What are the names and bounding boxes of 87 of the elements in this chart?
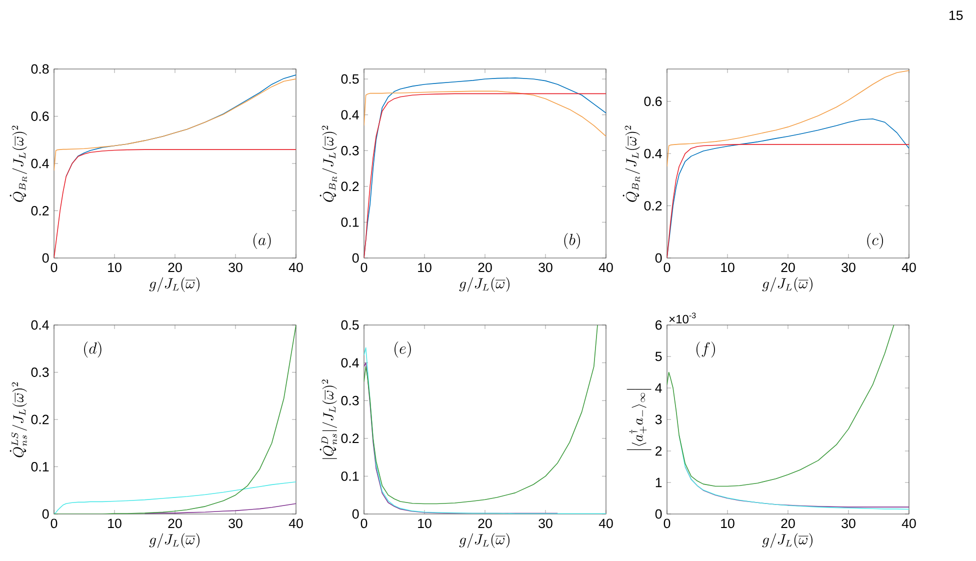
x-tick-label: 30 [228,262,242,272]
y-tick-label: 0.4 [341,358,359,368]
x-axis-title: $g/J_L(\overline{\omega})$ [149,277,200,292]
x-tick-label: 10 [721,262,734,272]
y-axis-title: $\left|\langle a_+^\dagger a_-\rangle_\infty\right|$ [626,389,652,450]
y-axis-title: $\dot{Q}_{B_R}/J_L(\overline{\omega})^2$ [10,126,27,202]
y-tick-label: 3 [655,414,662,424]
y-tick-label: 0 [42,253,49,263]
x-tick-label: 40 [902,262,916,272]
x-tick-label: 40 [902,518,916,528]
x-tick-label: 0 [50,262,58,272]
line-series [364,324,598,504]
y-tick-label: 0.1 [341,217,359,227]
x-tick-label: 40 [598,262,613,272]
x-tick-label: 30 [228,518,242,528]
y-tick-label: 0 [655,253,662,263]
x-tick-label: 20 [168,518,182,528]
x-tick-label: 40 [598,518,613,528]
x-tick-label: 30 [842,262,856,272]
y-tick-label: 0.6 [31,112,49,121]
y-tick-label: 0 [352,253,359,263]
y-tick-label: 0.2 [341,434,359,444]
x-axis-title: $g/J_L(\overline{\omega})$ [459,277,510,292]
y-tick-label: 0.2 [31,414,49,424]
y-tick-label: 0.8 [31,64,49,74]
y-tick-label: 0.2 [31,206,49,216]
x-tick-label: 0 [664,262,670,272]
line-series [667,325,894,487]
x-tick-label: 0 [50,518,58,528]
annotation: $(e)$ [394,342,411,358]
annotation: $(f)$ [696,342,715,358]
x-tick-label: 0 [664,518,670,528]
x-tick-label: 20 [781,262,795,272]
y-tick-label: 0.4 [644,148,662,158]
y-tick-label: 0.1 [341,471,359,481]
y-axis-title: $\dot{Q}_{B_R}/J_L(\overline{\omega})^2$ [320,126,337,202]
x-tick-label: 20 [478,518,492,528]
y-tick-label: 2 [656,446,662,456]
y-tick-label: 0.3 [31,368,49,377]
x-tick-label: 10 [108,518,122,528]
x-axis-title: $g/J_L(\overline{\omega})$ [459,533,510,548]
x-tick-label: 30 [842,518,856,528]
y-tick-label: 6 [656,320,662,330]
line-series [144,503,296,514]
y-tick-label: 4 [655,383,662,393]
x-tick-label: 30 [538,518,552,528]
annotation: $(d)$ [84,342,102,358]
y-tick-label: 0 [42,509,49,519]
x-axis-title: $g/J_L(\overline{\omega})$ [762,533,812,548]
y-tick-label: 5 [655,352,662,362]
annotation: $(b)$ [564,232,580,249]
text: ×10$^{-3}$ [669,312,696,324]
y-axis-title: $\dot{Q}_{ns}^{LS}/J_L(\overline{\omega})^2$ [10,382,27,458]
y-tick-label: 0.3 [341,396,359,406]
y-tick-label: 0.3 [341,146,359,156]
y-tick-label: 0.4 [341,110,359,120]
y-tick-label: 0.5 [341,74,359,84]
x-tick-label: 20 [478,262,492,272]
annotation: $(a)$ [253,232,271,249]
x-tick-label: 10 [721,518,734,528]
x-axis-title: $g/J_L(\overline{\omega})$ [762,277,812,292]
x-tick-label: 20 [781,518,795,528]
x-tick-label: 10 [108,262,122,272]
x-tick-label: 10 [418,262,432,272]
y-tick-label: 0.4 [31,158,49,168]
text: 15 [949,10,963,20]
x-tick-label: 0 [360,262,368,272]
x-tick-label: 30 [538,262,552,272]
x-tick-label: 20 [168,262,182,272]
y-tick-label: 0 [352,509,359,519]
y-tick-label: 0.2 [341,182,359,192]
y-tick-label: 0.2 [644,201,662,210]
y-tick-label: 0.4 [31,320,49,330]
x-tick-label: 40 [288,518,303,528]
x-tick-label: 10 [418,518,432,528]
y-tick-label: 0.6 [644,96,662,106]
y-tick-label: 0.5 [341,320,359,330]
y-tick-label: 0.1 [31,462,49,472]
x-tick-label: 0 [360,518,368,528]
line-series [54,481,296,514]
y-axis-title: $\dot{Q}_{B_R}/J_L(\overline{\omega})^2$ [622,126,640,202]
annotation: $(c)$ [867,232,883,249]
y-tick-label: 0 [655,509,662,519]
x-axis-title: $g/J_L(\overline{\omega})$ [149,533,200,548]
y-axis-title: $|\dot{Q}_{ns}^{D}|/J_L(\overline{\omega})^2$ [320,380,337,459]
x-tick-label: 40 [288,262,303,272]
y-tick-label: 1 [656,478,662,488]
